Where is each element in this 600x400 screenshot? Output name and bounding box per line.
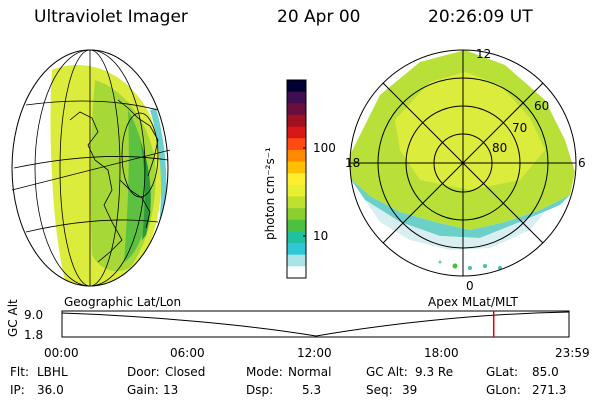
seq-value: 39 (402, 383, 418, 397)
glat-value: 85.0 (532, 365, 559, 379)
mlt-label-0: 0 (466, 279, 474, 293)
door-value: Closed (165, 365, 206, 379)
dsp-value: 5.3 (302, 383, 322, 397)
colorbar-cell (287, 103, 306, 116)
lat-label-80: 80 (492, 141, 508, 155)
colorbar-cell (287, 243, 306, 256)
ip-value: 36.0 (37, 383, 64, 397)
timeline-y-bottom: 1.8 (24, 328, 44, 342)
mode-label: Mode: (246, 365, 283, 379)
timeline-y-top: 9.0 (24, 308, 44, 322)
time-tick-1: 06:00 (170, 346, 205, 360)
colorbar-cell (287, 266, 306, 279)
coord-left-label: Geographic Lat/Lon (64, 295, 182, 309)
flt-label: Flt: (10, 365, 29, 379)
geographic-globe-image (11, 49, 171, 287)
colorbar-tick-10: 10 (313, 229, 329, 243)
time-tick-4: 23:59 (555, 346, 590, 360)
colorbar-cell (287, 149, 306, 163)
polar-mlt-plot (349, 49, 577, 277)
date-label: 20 Apr 00 (277, 7, 361, 27)
glat-label: GLat: (486, 365, 519, 379)
colorbar-cell (287, 231, 306, 244)
flt-value: LBHL (37, 365, 68, 379)
colorbar (286, 79, 307, 279)
colorbar-cell (287, 80, 306, 93)
lat-label-60: 60 (534, 99, 550, 113)
time-tick-0: 00:00 (44, 346, 79, 360)
ip-label: IP: (10, 383, 25, 397)
coord-right-label: Apex MLat/MLT (428, 295, 518, 309)
time-label: 20:26:09 UT (428, 7, 533, 27)
colorbar-cell (287, 184, 306, 197)
glon-value: 271.3 (532, 383, 567, 397)
door-label: Door: (127, 365, 160, 379)
colorbar-cell (287, 114, 306, 128)
colorbar-cell (287, 126, 306, 139)
colorbar-cell (287, 254, 306, 267)
colorbar-tick-100: 100 (313, 141, 336, 155)
gain-label: Gain: (127, 383, 159, 397)
gain-value: 13 (163, 383, 179, 397)
dsp-label: Dsp: (246, 383, 274, 397)
colorbar-cell (287, 219, 306, 232)
gcalt-label: GC Alt: (366, 365, 408, 379)
timeline-axis-title: GC Alt (6, 299, 20, 337)
gcalt-value: 9.3 Re (415, 365, 454, 379)
mlt-label-18: 18 (345, 156, 361, 170)
colorbar-cell (287, 208, 306, 221)
mlt-label-6: 6 (578, 156, 586, 170)
seq-label: Seq: (366, 383, 393, 397)
lat-label-70: 70 (512, 121, 528, 135)
colorbar-cell (287, 173, 306, 186)
altitude-timeline (61, 310, 570, 338)
time-tick-3: 18:00 (424, 346, 459, 360)
colorbar-cell (287, 161, 306, 174)
time-tick-2: 12:00 (297, 346, 332, 360)
colorbar-cell (287, 91, 306, 104)
colorbar-cell (287, 196, 306, 209)
colorbar-cell (287, 138, 306, 151)
mlt-label-12: 12 (476, 47, 492, 61)
app-title: Ultraviolet Imager (34, 7, 188, 27)
glon-label: GLon: (486, 383, 521, 397)
colorbar-unit-label: photon cm⁻²s⁻¹ (263, 147, 277, 240)
mode-value: Normal (288, 365, 332, 379)
